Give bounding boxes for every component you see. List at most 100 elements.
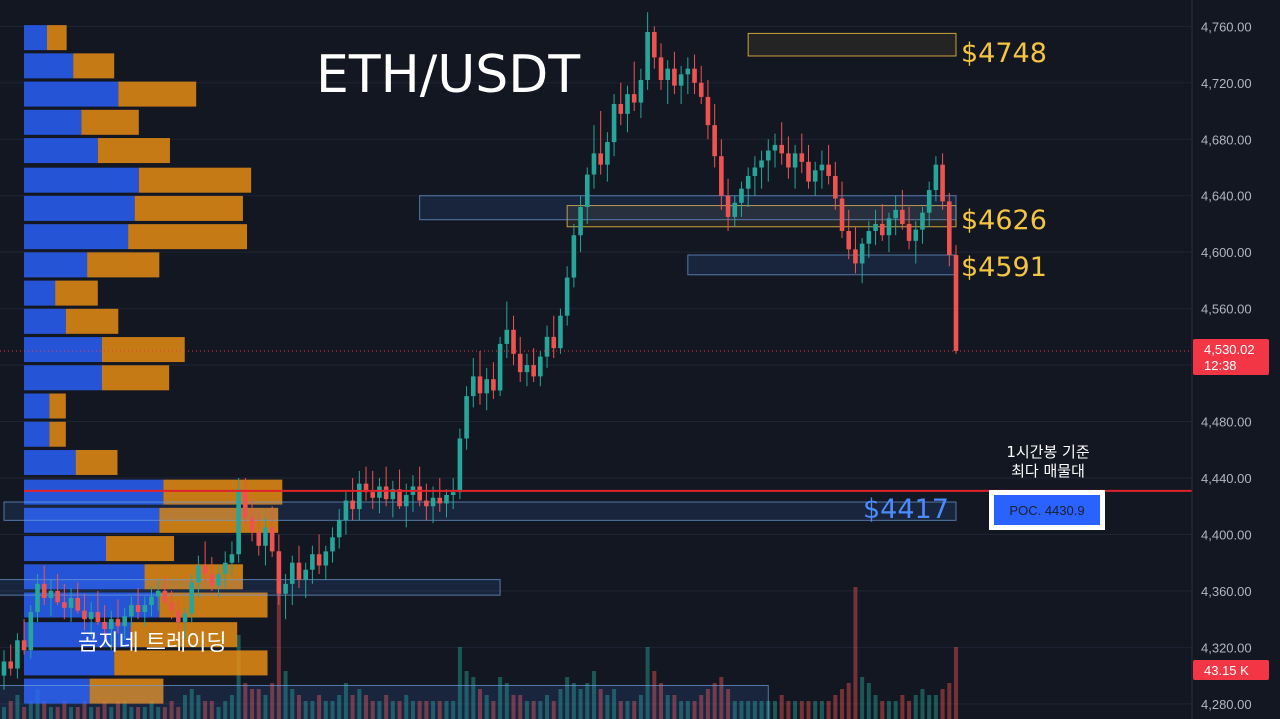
volume-bar (659, 683, 664, 719)
candle-body (665, 68, 671, 80)
volume-bar (330, 701, 335, 719)
volume-bar (900, 695, 905, 719)
volume-bar (840, 689, 845, 719)
candle-body (531, 365, 536, 377)
volume-bar (786, 701, 791, 719)
volume-bar (940, 689, 945, 719)
candle-body (645, 31, 650, 80)
candle-body (363, 483, 369, 493)
volume-bar (209, 701, 214, 719)
candle-body (303, 569, 308, 580)
candle-body (383, 486, 389, 500)
candle-body (779, 144, 784, 154)
current-price-tag[interactable]: 4,530.02 12:38 (1193, 339, 1269, 375)
volume-bar (283, 671, 288, 719)
level-zones (0, 32, 957, 719)
candle-body (82, 610, 87, 620)
volume-bar (444, 701, 449, 719)
volume-bar (833, 695, 838, 719)
candle-body (256, 531, 262, 546)
volume-bar (652, 671, 657, 719)
candle-body (591, 153, 597, 175)
candle-body (243, 489, 248, 518)
volume-bar (954, 647, 958, 719)
volume-bar (370, 701, 375, 719)
volume-bar (270, 683, 275, 719)
volume-bar (712, 683, 717, 719)
level-zone (747, 32, 957, 57)
profile-sell-bar (101, 365, 170, 391)
candle-body (222, 562, 228, 574)
candle-body (62, 602, 67, 608)
candle-body (196, 565, 201, 583)
candle-body (926, 190, 932, 213)
volume-bar (672, 695, 677, 719)
y-tick-label: 4,720.00 (1201, 76, 1252, 91)
candle-body (102, 621, 107, 630)
candle-body (638, 79, 644, 103)
candle-body (558, 315, 563, 349)
candle-body (605, 142, 610, 165)
candle-body (672, 68, 677, 86)
volume-bar (357, 689, 362, 719)
volume-bar (397, 701, 402, 719)
candle-body (806, 161, 811, 182)
profile-sell-bar (163, 479, 283, 505)
volume-bar (759, 701, 764, 719)
candle-body (712, 125, 717, 157)
candle-body (176, 610, 181, 622)
profile-sell-bar (118, 81, 197, 107)
volume-bar (799, 701, 804, 719)
candle-body (652, 31, 657, 58)
volume-bar (48, 707, 53, 719)
candle-body (477, 376, 483, 394)
volume-bar (826, 701, 831, 719)
volume-bar (893, 701, 898, 719)
level-label-4417: $4417 (863, 494, 949, 525)
candle-body (41, 583, 47, 598)
volume-bar (42, 701, 47, 719)
volume-bar (511, 695, 516, 719)
y-tick-label: 4,360.00 (1201, 584, 1252, 599)
level-zone (0, 684, 769, 719)
volume-bar (149, 701, 154, 719)
profile-buy-bar (24, 337, 102, 363)
candle-body (155, 590, 161, 597)
volume-bar (169, 701, 174, 719)
candle-body (551, 336, 557, 349)
candle-body (859, 243, 865, 264)
volume-bar (115, 701, 120, 719)
volume-bar (692, 701, 697, 719)
volume-bar (699, 695, 704, 719)
volume-bar (364, 695, 369, 719)
volume-bar (524, 701, 529, 719)
candle-body (35, 583, 40, 613)
volume-bar (913, 695, 918, 719)
candle-body (631, 94, 637, 103)
candle-body (162, 590, 168, 603)
candle-body (725, 195, 731, 217)
candle-body (95, 612, 101, 622)
profile-buy-bar (24, 280, 56, 306)
candle-body (48, 590, 54, 598)
volume-bar (69, 707, 74, 719)
poc-marker[interactable]: POC. 4430.9 (989, 490, 1105, 530)
volume-bar (250, 689, 255, 719)
candle-body (343, 500, 349, 521)
volume-bars (2, 551, 958, 719)
candle-body (202, 565, 208, 574)
volume-bar (484, 695, 489, 719)
volume-bar (873, 695, 878, 719)
volume-bar (75, 707, 80, 719)
candle-body (135, 605, 141, 613)
current-price-value: 4,530.02 (1204, 342, 1255, 357)
level-zone (0, 579, 501, 596)
candle-body (430, 497, 436, 507)
volume-bar (55, 707, 60, 719)
y-tick-label: 4,600.00 (1201, 245, 1252, 260)
volume-bar (216, 707, 221, 719)
candle-body (390, 489, 396, 500)
profile-sell-bar (128, 224, 248, 250)
